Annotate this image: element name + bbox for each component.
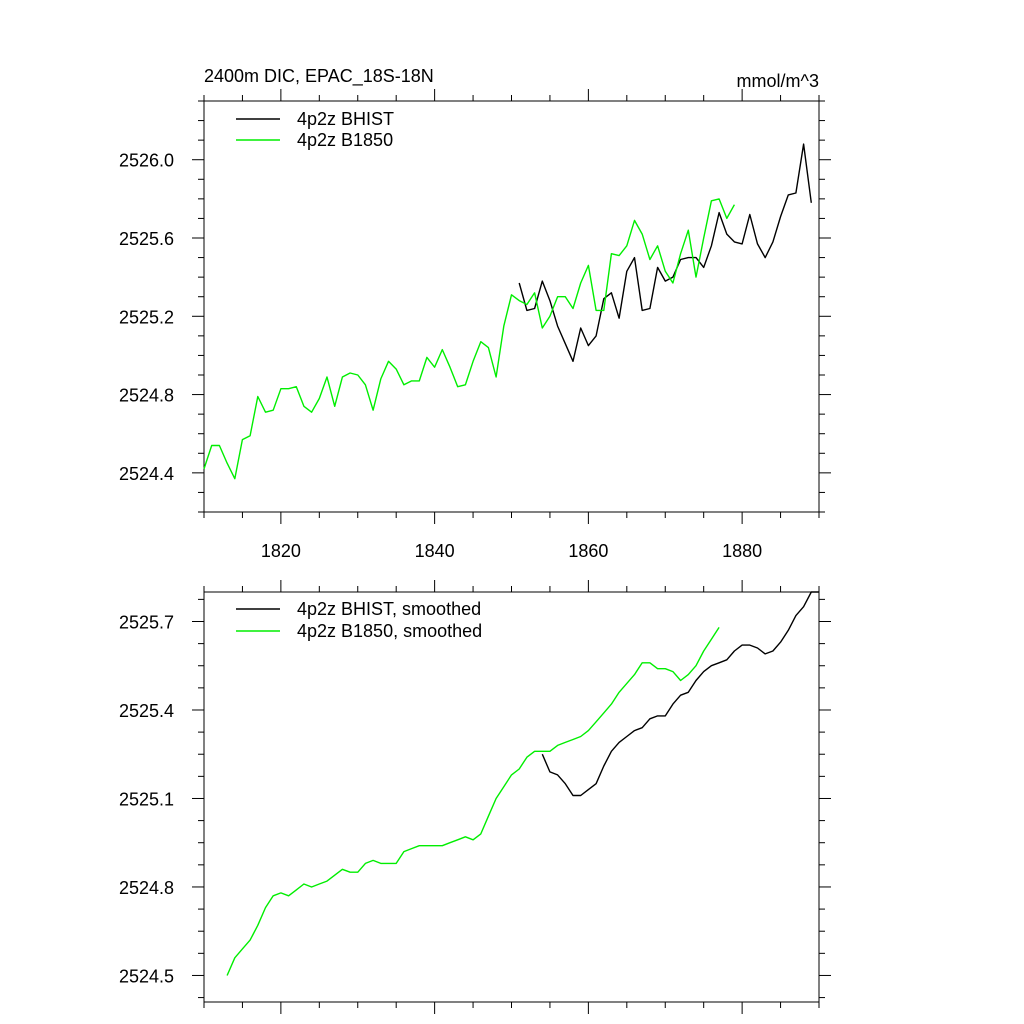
bottom-y-tick-label: 2525.1 bbox=[119, 789, 174, 809]
bottom-series-line-bhist bbox=[541, 591, 819, 797]
bottom-series-line-b1850 bbox=[226, 627, 720, 976]
top-x-axis: 1820 1840 1860 1880 bbox=[203, 89, 820, 561]
top-y-tick-label: 2525.2 bbox=[119, 307, 174, 327]
top-y-tick-label: 2525.6 bbox=[119, 229, 174, 249]
units-label: mmol/m^3 bbox=[737, 71, 819, 91]
chart-title: 2400m DIC, EPAC_18S-18N bbox=[204, 66, 434, 87]
top-x-tick-label: 1860 bbox=[568, 541, 608, 561]
bottom-plot-frame bbox=[203, 591, 820, 1003]
bottom-x-axis bbox=[203, 580, 820, 1014]
top-series-line-bhist bbox=[518, 143, 812, 362]
bottom-panel: 2524.5 2524.8 2525.1 2525.4 2525.7 4p2z BHIS… bbox=[119, 580, 831, 1014]
bottom-legend-label: 4p2z BHIST, smoothed bbox=[297, 599, 481, 619]
top-y-tick-label: 2524.8 bbox=[119, 386, 174, 406]
bottom-legend-label: 4p2z B1850, smoothed bbox=[297, 621, 482, 641]
top-series-line-b1850 bbox=[203, 198, 736, 480]
bottom-y-axis: 2524.5 2524.8 2525.1 2525.4 2525.7 bbox=[119, 598, 831, 999]
top-series-group bbox=[203, 143, 812, 480]
top-x-tick-label: 1880 bbox=[722, 541, 762, 561]
top-x-tick-label: 1840 bbox=[415, 541, 455, 561]
bottom-series-group bbox=[226, 591, 819, 976]
top-plot-frame bbox=[203, 100, 820, 513]
top-y-tick-label: 2526.0 bbox=[119, 151, 174, 171]
top-y-axis: 2524.4 2524.8 2525.2 2525.6 2526.0 bbox=[119, 100, 831, 513]
bottom-y-tick-label: 2524.5 bbox=[119, 966, 174, 986]
bottom-y-tick-label: 2525.7 bbox=[119, 612, 174, 632]
top-x-tick-label: 1820 bbox=[261, 541, 301, 561]
top-panel: 1820 1840 1860 1880 2524.4 2524.8 2525.2 2525.… bbox=[119, 89, 831, 561]
top-legend-label: 4p2z BHIST bbox=[297, 109, 394, 129]
top-y-tick-label: 2524.4 bbox=[119, 464, 174, 484]
bottom-y-tick-label: 2525.4 bbox=[119, 701, 174, 721]
top-legend-label: 4p2z B1850 bbox=[297, 130, 393, 150]
bottom-y-tick-label: 2524.8 bbox=[119, 878, 174, 898]
